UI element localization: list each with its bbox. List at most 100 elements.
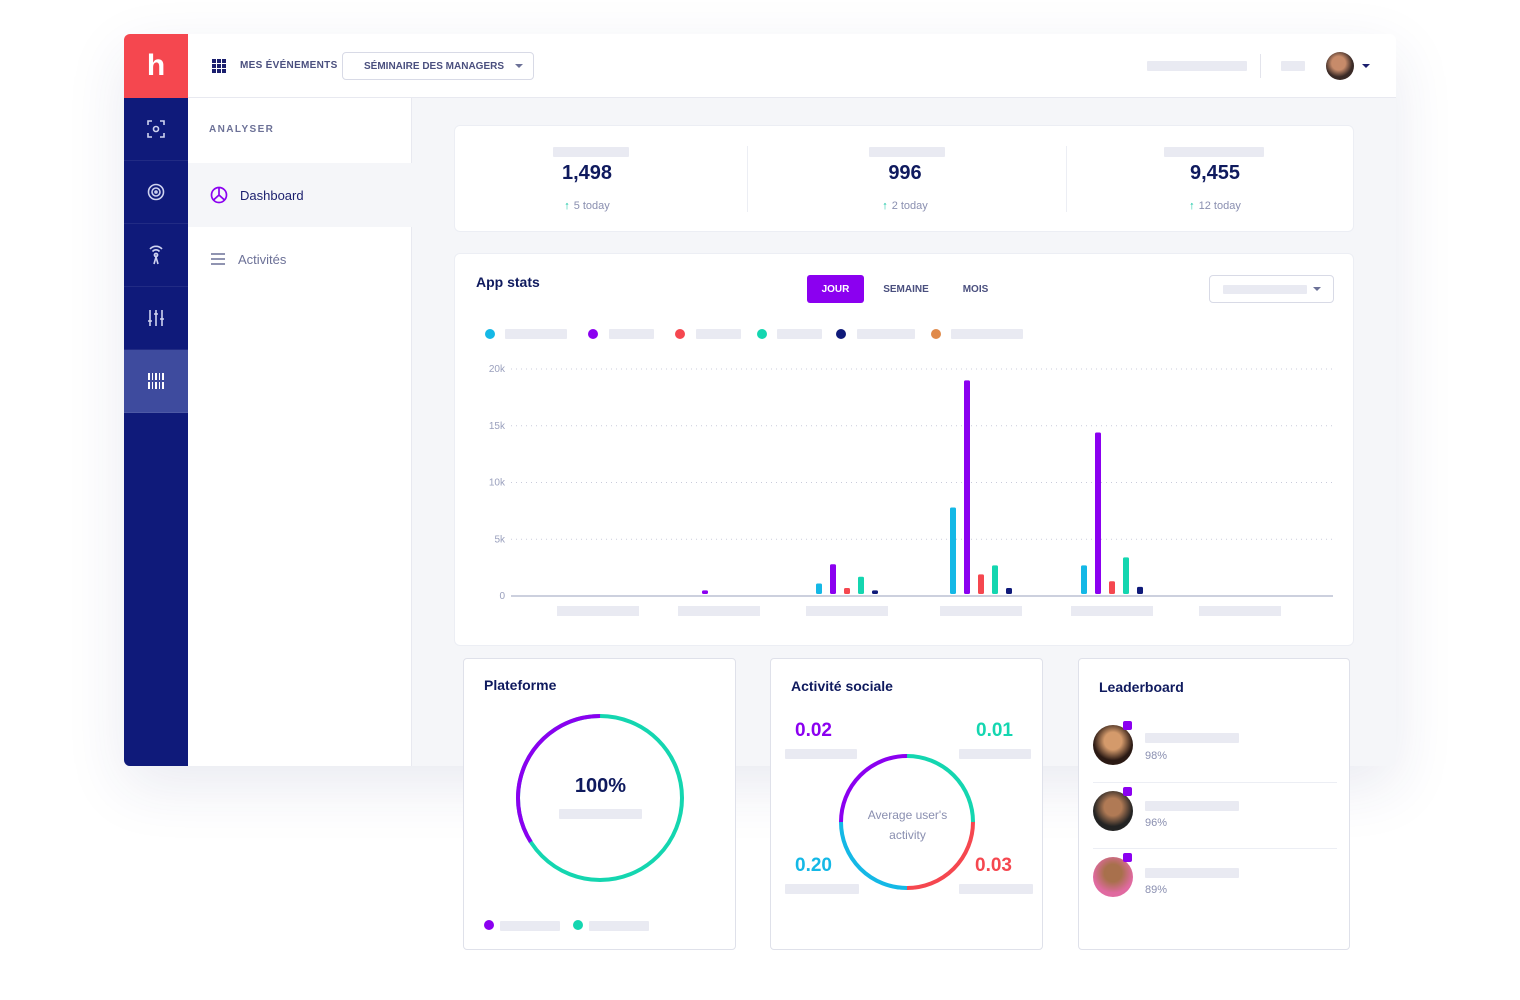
chart-bar[interactable] [858,576,864,594]
leaderboard-name-placeholder [1145,801,1239,811]
legend-dot [573,920,583,930]
chart-bar[interactable] [702,590,708,594]
chart-bar[interactable] [844,588,850,594]
social-value-top-right: 0.01 [976,720,1013,741]
app-logo[interactable]: h [124,34,188,98]
stat-delta-text: 5 today [573,200,610,212]
avatar [1093,857,1133,897]
chart-bar[interactable] [978,574,984,594]
legend-label-placeholder [505,329,567,339]
legend-dot [484,920,494,930]
legend-dot [485,329,495,339]
chart-bar[interactable] [964,380,970,594]
leaderboard-percent: 89% [1145,884,1168,896]
stat-delta: ↑ 2 today [755,200,1055,212]
target-icon [147,183,165,201]
chart-bar[interactable] [830,564,836,594]
stat-delta: ↑ 5 today [419,200,755,212]
legend-dot [836,329,846,339]
chart-bar[interactable] [1109,581,1115,594]
avatar [1093,725,1133,765]
arrow-up-icon: ↑ [882,200,888,212]
plateforme-title: Plateforme [484,677,557,693]
scan-icon [147,120,165,138]
social-label-placeholder [785,749,857,759]
user-menu-chevron-icon[interactable] [1362,64,1370,68]
x-tick-placeholder [940,606,1022,616]
y-tick-label: 20k [489,364,506,375]
stat-label-placeholder [553,147,629,157]
leaderboard-panel: Leaderboard 98% 96% 89% [1078,658,1350,950]
leaderboard-name-placeholder [1145,868,1239,878]
rank-badge [1123,787,1132,796]
social-activity-panel: Activité sociale 0.02 0.01 0.20 0.03 Ave… [770,658,1043,950]
y-tick-label: 15k [489,421,506,432]
leaderboard-name-placeholder [1145,733,1239,743]
social-center-line: Average user's [867,808,948,822]
plateforme-panel: Plateforme 100% [463,658,736,950]
tab-semaine[interactable]: SEMAINE [883,283,929,295]
legend-dot [588,329,598,339]
rail-item-scan[interactable] [124,98,188,161]
legend-label-placeholder [777,329,822,339]
tab-mois[interactable]: MOIS [962,283,989,295]
chart-bar[interactable] [1095,432,1101,594]
legend-dot [757,329,767,339]
chart-bar[interactable] [816,583,822,594]
legend-label-placeholder [609,329,654,339]
social-value-bottom-left: 0.20 [795,855,832,876]
rail-item-broadcast[interactable] [124,224,188,287]
legend-dot [931,329,941,339]
stat-label-placeholder [869,147,945,157]
range-select-placeholder [1223,285,1307,294]
rank-badge [1123,721,1132,730]
chart-bar[interactable] [1123,557,1129,594]
y-tick-label: 5k [494,534,506,545]
chart-bar[interactable] [1006,588,1012,594]
pie-chart-icon [210,186,228,204]
app-stats-card: App stats JOUR SEMAINE MOIS 0 5k 10k 15k 20k [454,253,1354,646]
sub-navigation: ANALYSER Dashboard Activités [188,98,412,766]
rail-item-sliders[interactable] [124,287,188,350]
subnav-section-title: ANALYSER [209,124,275,135]
x-tick-placeholder [557,606,639,616]
topbar-placeholder-small [1281,61,1305,71]
chart-bar[interactable] [1081,565,1087,594]
app-stats-title: App stats [476,274,540,290]
my-events-link[interactable]: MES ÉVÉNEMENTS [240,60,338,71]
chevron-down-icon [1313,287,1321,291]
y-tick-label: 0 [499,591,505,602]
rail-item-target[interactable] [124,161,188,224]
chart-bar[interactable] [1137,586,1143,594]
legend-label-placeholder [696,329,741,339]
user-avatar[interactable] [1326,52,1354,80]
leaderboard-row[interactable]: 96% [1093,783,1337,849]
tab-jour[interactable]: JOUR [807,275,864,303]
leaderboard-row[interactable]: 89% [1093,849,1337,915]
logo-letter: h [146,49,166,82]
apps-grid-icon[interactable] [212,59,226,73]
rail-item-barcode[interactable] [124,350,188,413]
stats-card: 1,498 ↑ 5 today 996 ↑ 2 today 9,455 ↑ 12 to… [454,125,1354,232]
subnav-item-label: Dashboard [240,187,304,203]
chart-bar[interactable] [992,565,998,594]
chart-bar[interactable] [872,590,878,594]
social-value-bottom-right: 0.03 [975,855,1012,876]
legend-label-placeholder [500,921,560,931]
plateforme-donut [516,714,684,882]
leaderboard-row[interactable]: 98% [1093,717,1337,783]
range-select[interactable] [1209,275,1334,303]
stat-delta-text: 12 today [1198,200,1241,212]
chart-bar[interactable] [950,507,956,594]
social-center-text: Average user's activity [771,805,1044,845]
social-arc-blue [839,821,908,890]
social-activity-title: Activité sociale [791,678,893,694]
social-arc-teal [906,754,975,823]
event-select[interactable]: SÉMINAIRE DES MANAGERS [342,52,534,80]
subnav-item-activities[interactable]: Activités [188,227,412,291]
stat-block-3: 9,455 ↑ 12 today [1065,126,1365,232]
social-donut [839,754,975,890]
stat-value: 1,498 [561,162,613,184]
subnav-item-dashboard[interactable]: Dashboard [188,163,412,227]
